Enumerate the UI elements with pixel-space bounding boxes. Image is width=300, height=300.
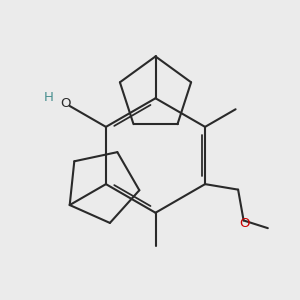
- Text: H: H: [44, 91, 54, 104]
- Text: O: O: [239, 217, 249, 230]
- Text: O: O: [60, 97, 70, 110]
